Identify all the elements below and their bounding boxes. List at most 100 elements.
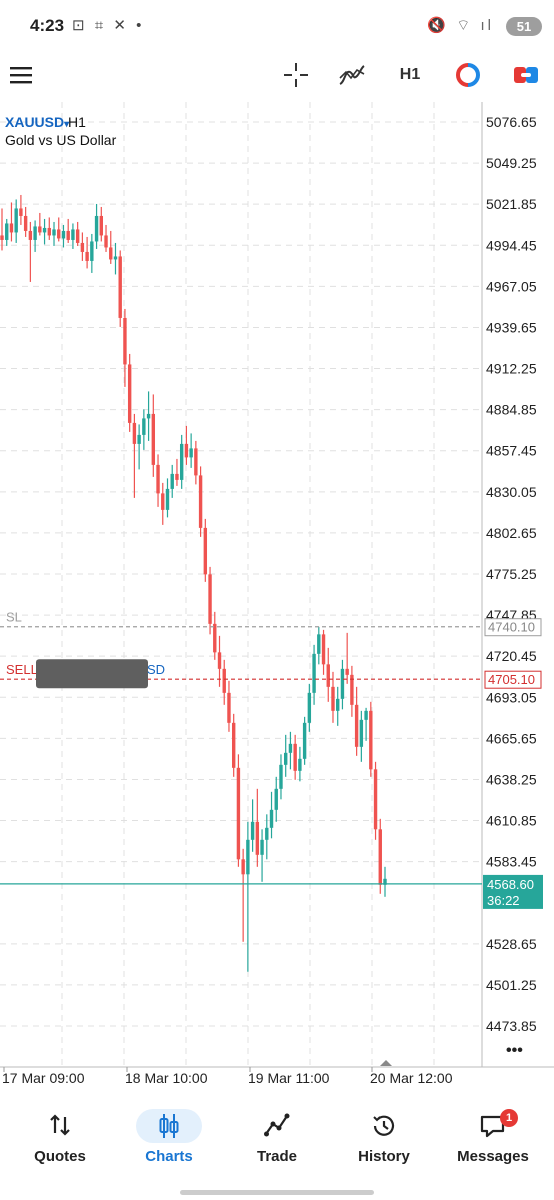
price-tick-label: 4528.65 (486, 936, 537, 952)
price-tick-label: 5049.25 (486, 155, 537, 171)
nav-label: Charts (145, 1148, 193, 1165)
candle-body (94, 215, 99, 242)
crosshair-icon[interactable] (282, 58, 310, 92)
time-tick-label: 19 Mar 11:00 (248, 1070, 330, 1086)
bottom-navigation: Quotes Charts Trade History 1 Messages (0, 1095, 554, 1190)
candle-body (378, 829, 382, 885)
candle-body (47, 227, 51, 236)
symbol-description: Gold vs US Dollar (5, 132, 117, 148)
price-tick-label: 4665.65 (486, 730, 537, 746)
nav-messages[interactable]: 1 Messages (438, 1095, 548, 1175)
candle-body (288, 743, 293, 753)
candle-body (364, 710, 368, 720)
symbol-name[interactable]: XAUUSD▾ (5, 114, 70, 130)
candle-body (57, 229, 61, 239)
candle-body (137, 434, 141, 444)
candle-body (38, 226, 42, 233)
candle-body (123, 317, 127, 365)
one-click-icon[interactable] (512, 58, 540, 92)
symbol-timeframe: H1 (68, 114, 86, 130)
candle-body (42, 227, 47, 233)
candle-body (99, 215, 103, 236)
candle-body (127, 364, 132, 423)
more-options-icon: ••• (506, 1042, 523, 1059)
sell-position-label: SELL (6, 662, 38, 677)
price-tick-label: 4775.25 (486, 566, 537, 582)
candle-body (227, 692, 231, 723)
sell-price: 4705.10 (488, 672, 535, 687)
candle-body (293, 743, 297, 771)
chart-area[interactable]: 5076.65 5049.25 5021.85 4994.45 4967.05 4939.… (0, 102, 554, 1092)
candle-body (165, 488, 170, 510)
nav-charts[interactable]: Charts (114, 1095, 224, 1175)
trade-circle-icon[interactable] (454, 58, 482, 92)
indicators-icon[interactable] (338, 58, 366, 92)
candle-body (118, 256, 122, 318)
candlestick-chart[interactable]: 5076.65 5049.25 5021.85 4994.45 4967.05 4939.… (0, 102, 554, 1092)
candle-body (326, 664, 330, 687)
candle-body (19, 208, 23, 216)
price-tick-label: 4939.65 (486, 319, 537, 335)
candle-body (80, 242, 85, 252)
candle-body (132, 422, 137, 444)
candle-body (61, 230, 66, 239)
candle-body (156, 464, 160, 494)
candle-body (340, 668, 345, 699)
candle-body (28, 230, 33, 240)
candle-body (170, 473, 174, 489)
candle-body (179, 443, 184, 480)
price-tick-label: 4583.45 (486, 854, 537, 870)
candle-body (213, 623, 217, 653)
nav-trade[interactable]: Trade (222, 1095, 332, 1175)
sell-position-tail: SD (147, 662, 165, 677)
candle-body (71, 229, 75, 240)
candle-body (161, 493, 165, 510)
price-tick-label: 5076.65 (486, 114, 537, 130)
price-tick-label: 4610.85 (486, 813, 537, 829)
candle-body (236, 767, 241, 860)
notification-icons: ⊡ ⌗ ✕ • (72, 17, 145, 34)
candle-body (359, 719, 364, 747)
price-tick-label: 4693.05 (486, 689, 537, 705)
price-tick-label: 4473.85 (486, 1018, 537, 1034)
candle-body (265, 827, 269, 840)
candle-body (23, 215, 28, 231)
candle-body (369, 710, 373, 770)
price-tick-label: 4501.25 (486, 977, 537, 993)
price-tick-label: 4720.45 (486, 648, 537, 664)
timeframe-button[interactable]: H1 (399, 66, 421, 83)
home-indicator[interactable] (180, 1190, 374, 1195)
menu-icon[interactable] (8, 58, 36, 92)
candle-body (52, 229, 56, 236)
candle-body (142, 418, 146, 435)
candle-body (312, 653, 316, 693)
nav-label: Messages (457, 1148, 529, 1165)
bar-timer: 36:22 (487, 893, 520, 908)
candle-body (241, 859, 245, 875)
candle-body (9, 223, 14, 233)
time-tick-label: 18 Mar 10:00 (125, 1070, 208, 1086)
price-tick-label: 5021.85 (486, 196, 537, 212)
candle-body (298, 758, 302, 771)
bid-price-box (483, 874, 543, 909)
price-tick-label: 4638.25 (486, 771, 537, 787)
candle-body (217, 652, 222, 669)
candle-body (175, 473, 179, 480)
nav-label: History (358, 1148, 410, 1165)
messages-icon (438, 1113, 548, 1139)
candle-body (184, 443, 189, 458)
candle-body (250, 821, 255, 840)
nav-quotes[interactable]: Quotes (5, 1095, 115, 1175)
signal-icons: 🔇 ⌔ ıl (427, 17, 494, 34)
candle-body (307, 692, 312, 723)
candle-body (231, 722, 236, 768)
candle-body (208, 574, 212, 624)
candle-body (85, 251, 89, 261)
candle-body (146, 413, 151, 419)
time-tick-label: 20 Mar 12:00 (370, 1070, 453, 1086)
candle-body (274, 788, 278, 810)
nav-history[interactable]: History (329, 1095, 439, 1175)
candle-body (198, 475, 203, 528)
chart-toolbar: H1 (0, 50, 554, 100)
candle-body (151, 413, 156, 465)
